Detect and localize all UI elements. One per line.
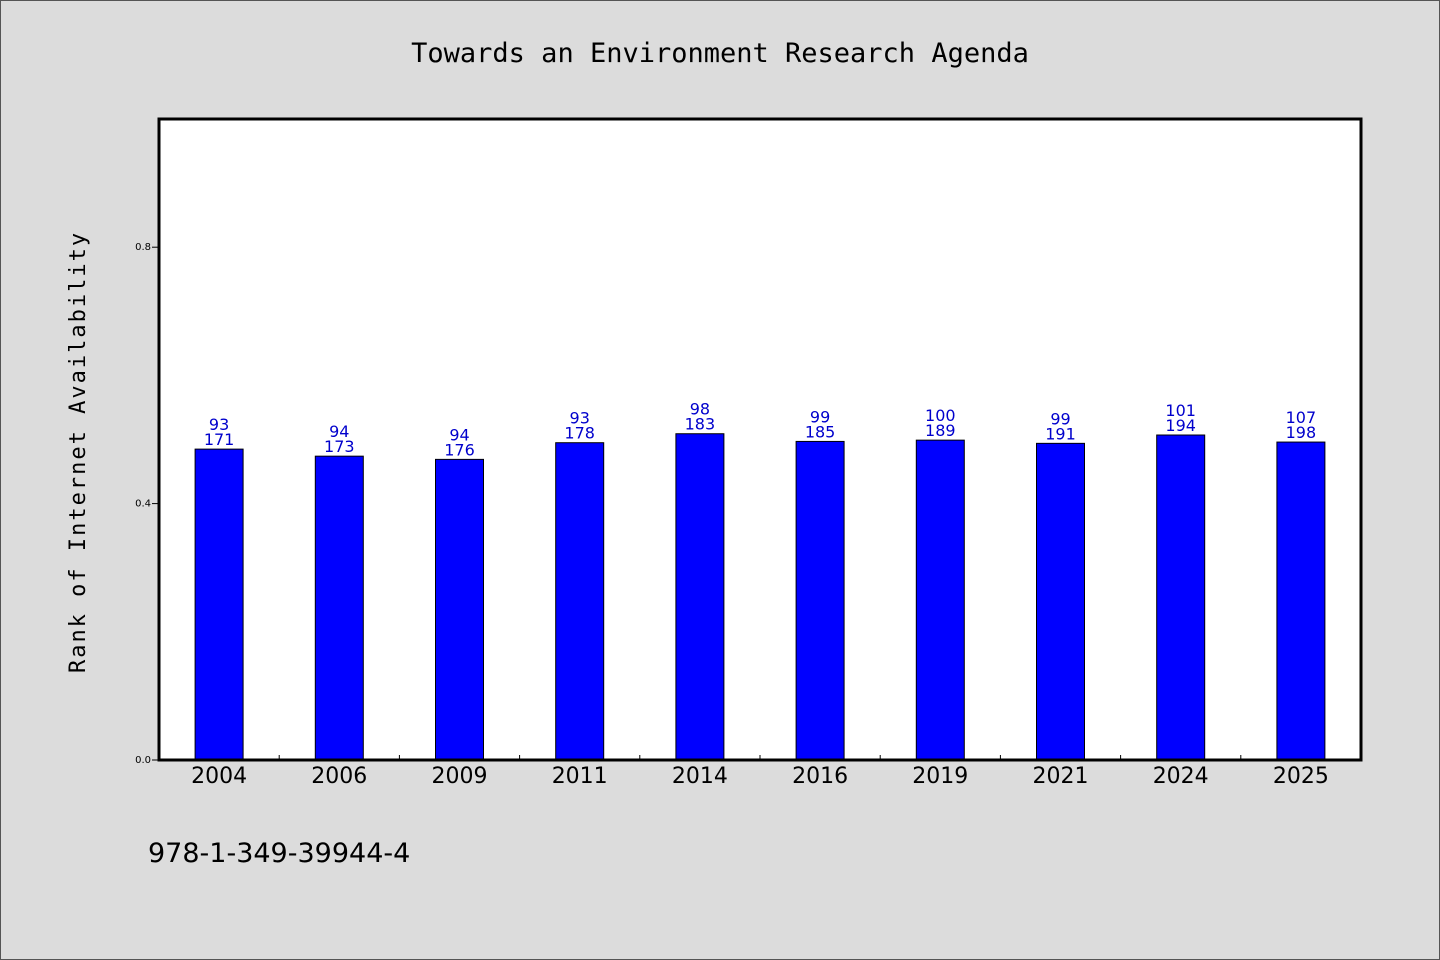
data-label-top: 99 — [810, 407, 830, 426]
y-axis-label: Rank of Internet Availability — [66, 231, 91, 673]
data-label-top: 101 — [1165, 401, 1196, 420]
data-label-top: 99 — [1050, 409, 1070, 428]
data-label-top: 93 — [209, 415, 229, 434]
bar — [435, 458, 484, 761]
data-label-bottom: 191 — [1045, 424, 1076, 443]
isbn-footer: 978-1-349-39944-4 — [148, 838, 410, 869]
x-tick-label: 2024 — [1153, 764, 1209, 789]
data-label-top: 94 — [449, 425, 469, 444]
x-tick-label: 2019 — [912, 764, 968, 789]
bar — [795, 440, 845, 761]
data-label-top: 107 — [1286, 408, 1317, 427]
x-tick-label: 2006 — [311, 764, 367, 789]
x-tick-label: 2016 — [792, 764, 848, 789]
x-tick-label: 2014 — [672, 764, 728, 789]
x-tick-label: 2025 — [1273, 764, 1329, 789]
data-label-bottom: 173 — [324, 437, 355, 456]
data-label-bottom: 171 — [204, 430, 235, 449]
data-label-top: 98 — [690, 400, 710, 419]
data-label-bottom: 189 — [925, 421, 956, 440]
data-label-top: 93 — [570, 409, 590, 428]
bar — [314, 455, 364, 761]
x-tick-label: 2021 — [1033, 764, 1089, 789]
plot-border — [157, 117, 1363, 762]
data-label-top: 100 — [925, 406, 956, 425]
data-label-bottom: 176 — [444, 440, 475, 459]
bar — [675, 433, 725, 761]
data-label-bottom: 183 — [685, 415, 716, 434]
chart-title: Towards an Environment Research Agenda — [411, 38, 1029, 69]
bar — [555, 442, 605, 761]
data-label-bottom: 198 — [1286, 423, 1317, 442]
data-label-bottom: 194 — [1165, 416, 1196, 435]
bar — [1036, 442, 1085, 761]
data-label-bottom: 178 — [564, 424, 595, 443]
bar — [194, 448, 244, 761]
data-label-bottom: 185 — [805, 422, 836, 441]
y-tick-label: 0.0 — [135, 755, 151, 766]
data-label-top: 94 — [329, 422, 349, 441]
x-tick-label: 2009 — [432, 764, 488, 789]
bar — [1156, 434, 1206, 761]
x-tick-label: 2004 — [191, 764, 247, 789]
bar — [1276, 441, 1326, 761]
y-tick-label: 0.8 — [135, 242, 151, 253]
bar — [915, 439, 965, 761]
y-tick-label: 0.4 — [135, 499, 151, 510]
x-tick-label: 2011 — [552, 764, 608, 789]
